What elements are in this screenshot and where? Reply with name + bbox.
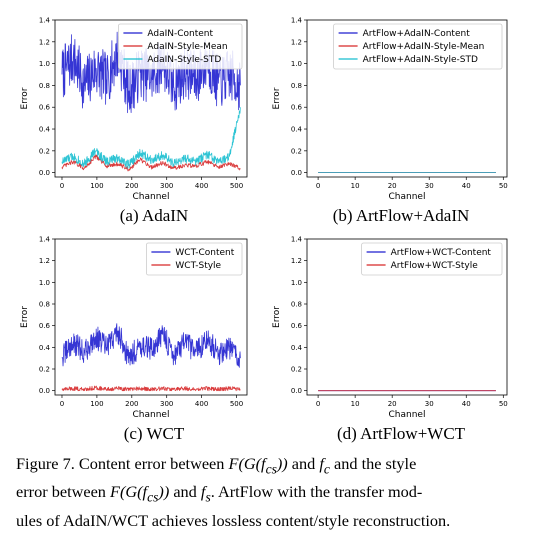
series-line: [61, 31, 241, 114]
legend-label: ArtFlow+AdaIN-Style-STD: [363, 55, 478, 65]
x-axis-label: Channel: [389, 410, 426, 420]
y-tick-label: 1.0: [291, 60, 302, 68]
x-tick-label: 30: [425, 400, 434, 408]
x-tick-label: 0: [316, 400, 320, 408]
subfigure-label-d: (d) ArtFlow+WCT: [336, 424, 466, 443]
legend-label: AdaIN-Style-STD: [147, 55, 221, 65]
x-tick-label: 50: [499, 182, 508, 190]
y-tick-label: 0.0: [291, 387, 302, 395]
x-tick-label: 400: [195, 400, 208, 408]
series-line: [61, 385, 241, 392]
y-tick-label: 0.8: [291, 82, 302, 90]
y-tick-label: 0.4: [291, 344, 303, 352]
x-tick-label: 10: [351, 400, 360, 408]
y-tick-label: 0.2: [39, 147, 50, 155]
legend-label: WCT-Content: [175, 248, 234, 258]
legend-box: [118, 23, 243, 70]
chart-panel-1: 0.0 0.2 0.4 0.6 0.8 1.0 1.2 1.4 0 10 20 30 40 50 Chann…: [272, 17, 508, 203]
y-tick-label: 1.4: [39, 17, 51, 25]
x-axis-label: Channel: [389, 192, 426, 202]
x-tick-label: 10: [351, 182, 360, 190]
y-tick-label: 1.4: [291, 236, 303, 244]
y-tick-label: 1.2: [291, 257, 302, 265]
legend-label: ArtFlow+WCT-Style: [391, 261, 479, 271]
y-tick-label: 1.2: [39, 257, 50, 265]
y-tick-label: 0.6: [291, 104, 303, 112]
subfigure-label-c: (c) WCT: [123, 424, 185, 443]
legend-label: AdaIN-Style-Mean: [147, 42, 227, 52]
y-axis-label: Error: [272, 306, 282, 328]
x-tick-label: 0: [60, 400, 64, 408]
x-tick-label: 200: [125, 182, 138, 190]
y-tick-label: 0.8: [291, 301, 302, 309]
legend-label: ArtFlow+AdaIN-Style-Mean: [363, 42, 485, 52]
y-tick-label: 0.2: [291, 366, 302, 374]
y-tick-label: 1.4: [39, 236, 51, 244]
x-tick-label: 500: [230, 400, 243, 408]
x-tick-label: 20: [388, 400, 397, 408]
legend-label: WCT-Style: [175, 261, 221, 271]
legend-label: AdaIN-Content: [147, 29, 213, 39]
subfigure-label-b: (b) ArtFlow+AdaIN: [332, 206, 470, 225]
y-axis-label: Error: [20, 306, 30, 328]
x-tick-label: 300: [160, 400, 173, 408]
x-tick-label: 0: [316, 182, 320, 190]
x-axis-label: Channel: [133, 192, 170, 202]
x-tick-label: 100: [90, 182, 103, 190]
y-tick-label: 0.4: [39, 344, 51, 352]
y-tick-label: 0.4: [291, 126, 303, 134]
legend-box: [361, 242, 503, 276]
y-tick-label: 0.4: [39, 126, 51, 134]
legend-label: ArtFlow+WCT-Content: [391, 248, 492, 258]
x-axis-label: Channel: [133, 410, 170, 420]
y-tick-label: 0.0: [39, 387, 50, 395]
x-tick-label: 400: [195, 182, 208, 190]
y-tick-label: 1.2: [39, 38, 50, 46]
y-tick-label: 0.8: [39, 301, 50, 309]
x-tick-label: 30: [425, 182, 434, 190]
x-tick-label: 40: [462, 182, 471, 190]
subfigure-label-a: (a) AdaIN: [119, 206, 189, 225]
y-tick-label: 0.2: [291, 147, 302, 155]
y-tick-label: 1.0: [39, 60, 50, 68]
y-tick-label: 1.2: [291, 38, 302, 46]
y-tick-label: 0.8: [39, 82, 50, 90]
series-line: [61, 107, 241, 169]
x-tick-label: 50: [499, 400, 508, 408]
y-tick-label: 1.4: [291, 17, 303, 25]
y-tick-label: 1.0: [39, 279, 50, 287]
y-tick-label: 0.0: [39, 169, 50, 177]
legend-box: [333, 23, 503, 70]
x-tick-label: 0: [60, 182, 64, 190]
x-tick-label: 40: [462, 400, 471, 408]
chart-panel-0: 0.0 0.2 0.4 0.6 0.8 1.0 1.2 1.4 0 100 200 300 400 500…: [20, 17, 248, 202]
chart-panel-3: 0.0 0.2 0.4 0.6 0.8 1.0 1.2 1.4 0 10 20 30 40 50 Chann…: [272, 236, 508, 421]
x-tick-label: 100: [90, 400, 103, 408]
series-line: [61, 323, 241, 368]
figure-caption: Figure 7. Content error between F(G(fcs)…: [16, 454, 451, 530]
legend-box: [145, 242, 243, 276]
y-axis-label: Error: [272, 87, 282, 109]
y-tick-label: 0.2: [39, 366, 50, 374]
series-line: [61, 154, 241, 172]
y-tick-label: 1.0: [291, 279, 302, 287]
x-tick-label: 500: [230, 182, 243, 190]
y-tick-label: 0.6: [39, 322, 51, 330]
y-tick-label: 0.6: [39, 104, 51, 112]
legend-label: ArtFlow+AdaIN-Content: [363, 29, 471, 39]
y-axis-label: Error: [20, 87, 30, 109]
y-tick-label: 0.0: [291, 169, 302, 177]
chart-panel-2: 0.0 0.2 0.4 0.6 0.8 1.0 1.2 1.4 0 100 200 300 400 500…: [20, 236, 248, 420]
y-tick-label: 0.6: [291, 322, 303, 330]
x-tick-label: 20: [388, 182, 397, 190]
x-tick-label: 200: [125, 400, 138, 408]
x-tick-label: 300: [160, 182, 173, 190]
